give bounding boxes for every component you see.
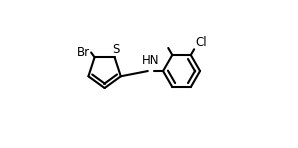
Text: Br: Br [77,46,90,59]
Text: HN: HN [142,54,159,67]
Text: Cl: Cl [195,36,207,49]
Text: S: S [112,43,119,56]
